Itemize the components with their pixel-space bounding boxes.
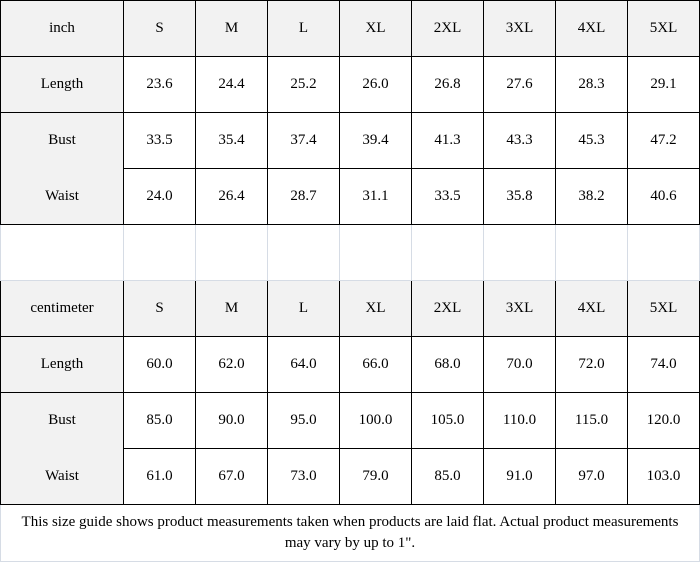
table-row: Waist 24.0 26.4 28.7 31.1 33.5 35.8 38.2 40.6 <box>0 168 700 225</box>
measurement-value: 97.0 <box>555 448 628 505</box>
measurement-value: 25.2 <box>267 56 340 113</box>
measurement-value: 33.5 <box>123 112 196 169</box>
size-header: M <box>195 0 268 57</box>
measurement-value: 31.1 <box>339 168 412 225</box>
measurement-value: 67.0 <box>195 448 268 505</box>
spacer-cell <box>339 224 412 281</box>
measurement-value: 45.3 <box>555 112 628 169</box>
spacer-cell <box>267 224 340 281</box>
measurement-value: 105.0 <box>411 392 484 449</box>
measurement-value: 120.0 <box>627 392 700 449</box>
measurement-value: 73.0 <box>267 448 340 505</box>
size-header: 3XL <box>483 280 556 337</box>
table-row: Length 23.6 24.4 25.2 26.0 26.8 27.6 28.3 29.1 <box>0 56 700 113</box>
spacer-cell <box>123 224 196 281</box>
measurement-value: 26.8 <box>411 56 484 113</box>
measurement-label: Bust <box>0 112 124 169</box>
size-header: M <box>195 280 268 337</box>
header-row: inch S M L XL 2XL 3XL 4XL 5XL <box>0 0 700 57</box>
measurement-value: 26.0 <box>339 56 412 113</box>
table-row: Bust 33.5 35.4 37.4 39.4 41.3 43.3 45.3 47.2 <box>0 112 700 169</box>
measurement-value: 100.0 <box>339 392 412 449</box>
measurement-value: 41.3 <box>411 112 484 169</box>
measurement-label: Length <box>0 56 124 113</box>
measurement-value: 35.4 <box>195 112 268 169</box>
measurement-label: Bust <box>0 392 124 449</box>
spacer-cell <box>627 224 700 281</box>
size-guide-note: This size guide shows product measuremen… <box>0 504 700 562</box>
size-header: S <box>123 280 196 337</box>
measurement-value: 27.6 <box>483 56 556 113</box>
measurement-value: 24.0 <box>123 168 196 225</box>
measurement-value: 35.8 <box>483 168 556 225</box>
measurement-value: 91.0 <box>483 448 556 505</box>
measurement-value: 23.6 <box>123 56 196 113</box>
measurement-value: 79.0 <box>339 448 412 505</box>
size-header: 3XL <box>483 0 556 57</box>
measurement-value: 110.0 <box>483 392 556 449</box>
size-header: L <box>267 0 340 57</box>
measurement-value: 61.0 <box>123 448 196 505</box>
spacer-cell <box>555 224 628 281</box>
table-row: Bust 85.0 90.0 95.0 100.0 105.0 110.0 115.0 120.… <box>0 392 700 449</box>
size-header: 5XL <box>627 280 700 337</box>
spacer-cell <box>483 224 556 281</box>
size-header: S <box>123 0 196 57</box>
measurement-value: 72.0 <box>555 336 628 393</box>
measurement-value: 43.3 <box>483 112 556 169</box>
size-header: 2XL <box>411 0 484 57</box>
size-header: L <box>267 280 340 337</box>
measurement-value: 28.7 <box>267 168 340 225</box>
measurement-value: 85.0 <box>123 392 196 449</box>
measurement-label: Length <box>0 336 124 393</box>
measurement-value: 68.0 <box>411 336 484 393</box>
measurement-value: 40.6 <box>627 168 700 225</box>
measurement-value: 60.0 <box>123 336 196 393</box>
measurement-value: 64.0 <box>267 336 340 393</box>
measurement-value: 103.0 <box>627 448 700 505</box>
measurement-value: 37.4 <box>267 112 340 169</box>
measurement-value: 66.0 <box>339 336 412 393</box>
measurement-value: 95.0 <box>267 392 340 449</box>
measurement-value: 29.1 <box>627 56 700 113</box>
measurement-value: 38.2 <box>555 168 628 225</box>
size-header: 4XL <box>555 0 628 57</box>
measurement-value: 90.0 <box>195 392 268 449</box>
header-row: centimeter S M L XL 2XL 3XL 4XL 5XL <box>0 280 700 337</box>
measurement-value: 85.0 <box>411 448 484 505</box>
measurement-value: 70.0 <box>483 336 556 393</box>
measurement-label: Waist <box>0 448 124 505</box>
measurement-value: 74.0 <box>627 336 700 393</box>
size-header: 4XL <box>555 280 628 337</box>
spacer-cell <box>0 224 124 281</box>
measurement-value: 24.4 <box>195 56 268 113</box>
unit-label: centimeter <box>0 280 124 337</box>
spacer-cell <box>195 224 268 281</box>
spacer-cell <box>411 224 484 281</box>
measurement-value: 33.5 <box>411 168 484 225</box>
measurement-value: 115.0 <box>555 392 628 449</box>
spacer-row <box>0 224 700 281</box>
size-header: 2XL <box>411 280 484 337</box>
size-header: 5XL <box>627 0 700 57</box>
measurement-value: 28.3 <box>555 56 628 113</box>
measurement-label: Waist <box>0 168 124 225</box>
measurement-value: 26.4 <box>195 168 268 225</box>
size-header: XL <box>339 0 412 57</box>
size-header: XL <box>339 280 412 337</box>
unit-label: inch <box>0 0 124 57</box>
table-row: Waist 61.0 67.0 73.0 79.0 85.0 91.0 97.0 103.0 <box>0 448 700 505</box>
table-row: Length 60.0 62.0 64.0 66.0 68.0 70.0 72.0 74.0 <box>0 336 700 393</box>
measurement-value: 47.2 <box>627 112 700 169</box>
measurement-value: 39.4 <box>339 112 412 169</box>
measurement-value: 62.0 <box>195 336 268 393</box>
